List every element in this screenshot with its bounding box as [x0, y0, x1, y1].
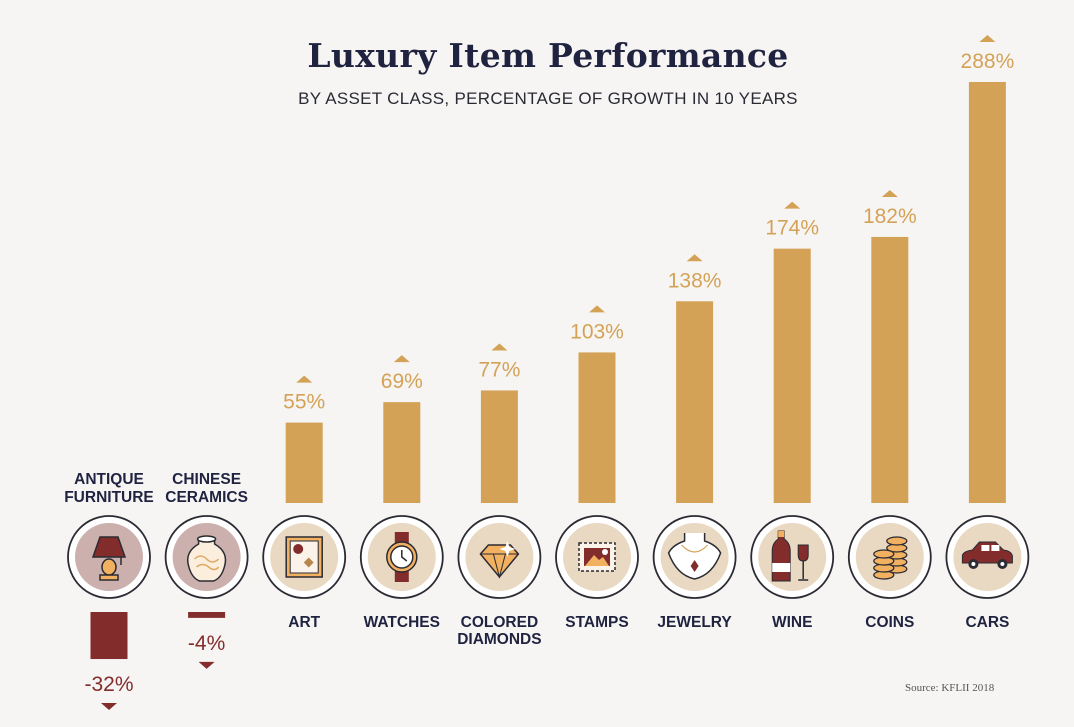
value-label: 174% [765, 217, 819, 240]
category-label: COINS [865, 614, 914, 631]
bar [871, 236, 909, 503]
value-label: 288% [961, 50, 1015, 73]
value-label: 55% [283, 391, 325, 414]
bar [773, 248, 811, 503]
bar-group: 138% JEWELRY [652, 254, 737, 631]
bar [90, 612, 128, 660]
up-arrow-icon [686, 254, 703, 262]
up-arrow-icon [393, 355, 410, 363]
value-label: -4% [188, 632, 225, 655]
category-label: WATCHES [364, 614, 440, 631]
value-label: 182% [863, 205, 917, 228]
up-arrow-icon [784, 201, 801, 209]
source-note: Source: KFLII 2018 [905, 682, 995, 694]
up-arrow-icon [979, 35, 996, 42]
up-arrow-icon [491, 343, 508, 351]
bar [480, 390, 518, 503]
bar [676, 301, 714, 503]
bar [968, 82, 1006, 503]
chart-subtitle: BY ASSET CLASS, PERCENTAGE OF GROWTH IN … [298, 89, 798, 108]
watch-icon [386, 532, 418, 582]
category-label: COLORED [461, 614, 539, 631]
category-label: CARS [965, 614, 1009, 631]
coins-icon [873, 536, 908, 580]
up-arrow-icon [296, 375, 313, 383]
chart-title: Luxury Item Performance [307, 36, 789, 75]
lamp-icon [91, 536, 127, 581]
bar [578, 352, 616, 503]
bar [285, 422, 323, 503]
bar-group: 69% WATCHES [359, 355, 444, 631]
necklace-icon [667, 533, 722, 580]
down-arrow-icon [198, 661, 215, 669]
painting-icon [285, 536, 323, 578]
category-label: ANTIQUE [74, 471, 144, 488]
category-label: CHINESE [172, 471, 241, 488]
value-label: 69% [381, 370, 423, 393]
value-label: 138% [668, 269, 722, 292]
bar [383, 402, 421, 503]
category-label: JEWELRY [657, 614, 732, 631]
car-icon [961, 541, 1013, 569]
wine-icon [771, 530, 809, 582]
value-label: 103% [570, 320, 624, 343]
up-arrow-icon [881, 189, 898, 197]
icon-background [758, 523, 827, 591]
category-label: CERAMICS [165, 489, 248, 506]
category-label: STAMPS [565, 614, 628, 631]
down-arrow-icon [101, 703, 117, 711]
value-label: -32% [84, 673, 133, 696]
stamp-icon [578, 542, 616, 572]
up-arrow-icon [589, 305, 605, 313]
bar-group: 182% COINS [847, 189, 932, 631]
category-label: FURNITURE [64, 489, 154, 506]
bar-group: 288% CARS [945, 35, 1030, 631]
vase-icon [186, 535, 227, 582]
value-label: 77% [478, 358, 520, 381]
bar-group: 103% STAMPS [555, 305, 639, 631]
category-label: ART [288, 614, 320, 631]
category-label: WINE [772, 614, 812, 631]
diamond-icon [479, 541, 520, 579]
bar [188, 612, 226, 618]
category-label: DIAMONDS [457, 631, 541, 648]
bar-group: 55% ART [262, 375, 347, 631]
bar-group: 174% WINE [750, 201, 835, 631]
